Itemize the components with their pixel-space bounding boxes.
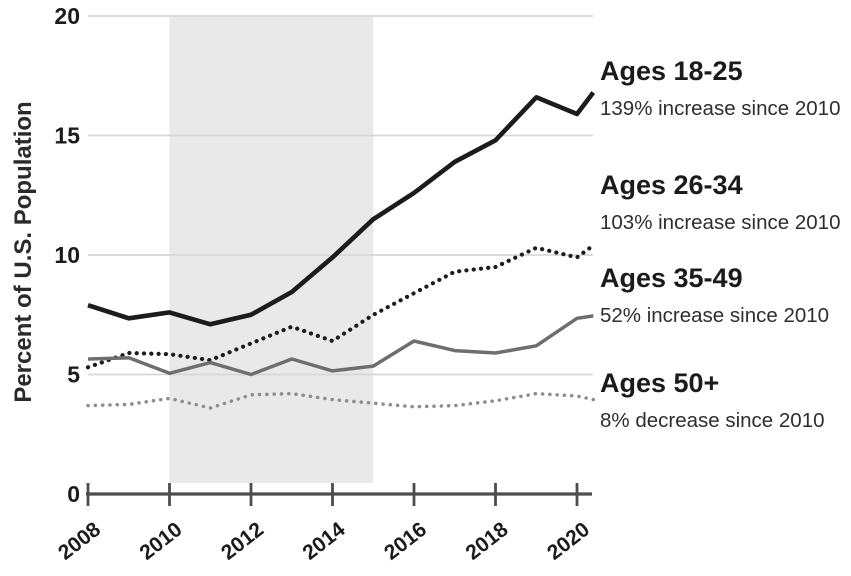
legend-series-annotation: 8% decrease since 2010 — [600, 408, 825, 432]
x-tick-label-2010: 2010 — [136, 518, 187, 565]
legend-series-annotation: 52% increase since 2010 — [600, 303, 830, 327]
y-tick-label-0: 0 — [67, 481, 80, 507]
x-tick-label-2020: 2020 — [543, 518, 594, 565]
y-axis-title: Percent of U.S. Population — [10, 101, 37, 402]
x-tick-label-2014: 2014 — [299, 518, 350, 565]
gridline-layer — [88, 15, 593, 376]
legend-series-name: Ages 26-34 — [600, 170, 743, 200]
legend-series-annotation: 139% increase since 2010 — [600, 96, 841, 120]
legend-series-name: Ages 18-25 — [600, 56, 743, 86]
x-tick-label-2008: 2008 — [54, 518, 105, 565]
x-axis-layer — [86, 483, 592, 506]
series-line-ages-50- — [86, 391, 596, 410]
legend-entry-ages-35-49: Ages 35-49 52% increase since 2010 — [600, 263, 830, 328]
y-tick-label-5: 5 — [67, 362, 80, 388]
legend-entry-ages-18-25: Ages 18-25 139% increase since 2010 — [600, 56, 841, 121]
series-line-ages-18-25 — [87, 91, 596, 327]
x-tick-label-2012: 2012 — [217, 518, 268, 565]
y-tick-label-15: 15 — [54, 123, 80, 149]
y-tick-label-20: 20 — [54, 3, 80, 29]
x-tick-label-2016: 2016 — [380, 518, 431, 565]
series-lines-layer — [85, 91, 596, 410]
series-line-ages-26-34 — [85, 243, 596, 370]
x-tick-label-2018: 2018 — [462, 518, 513, 565]
legend-series-annotation: 103% increase since 2010 — [600, 210, 841, 234]
legend-entry-ages-50-plus: Ages 50+ 8% decrease since 2010 — [600, 368, 825, 433]
legend-series-name: Ages 50+ — [600, 368, 720, 398]
legend: Ages 18-25 139% increase since 2010 Ages… — [600, 0, 851, 576]
series-line-ages-35-49 — [87, 314, 594, 377]
y-tick-label-10: 10 — [54, 242, 80, 268]
legend-series-name: Ages 35-49 — [600, 263, 743, 293]
legend-entry-ages-26-34: Ages 26-34 103% increase since 2010 — [600, 170, 841, 235]
